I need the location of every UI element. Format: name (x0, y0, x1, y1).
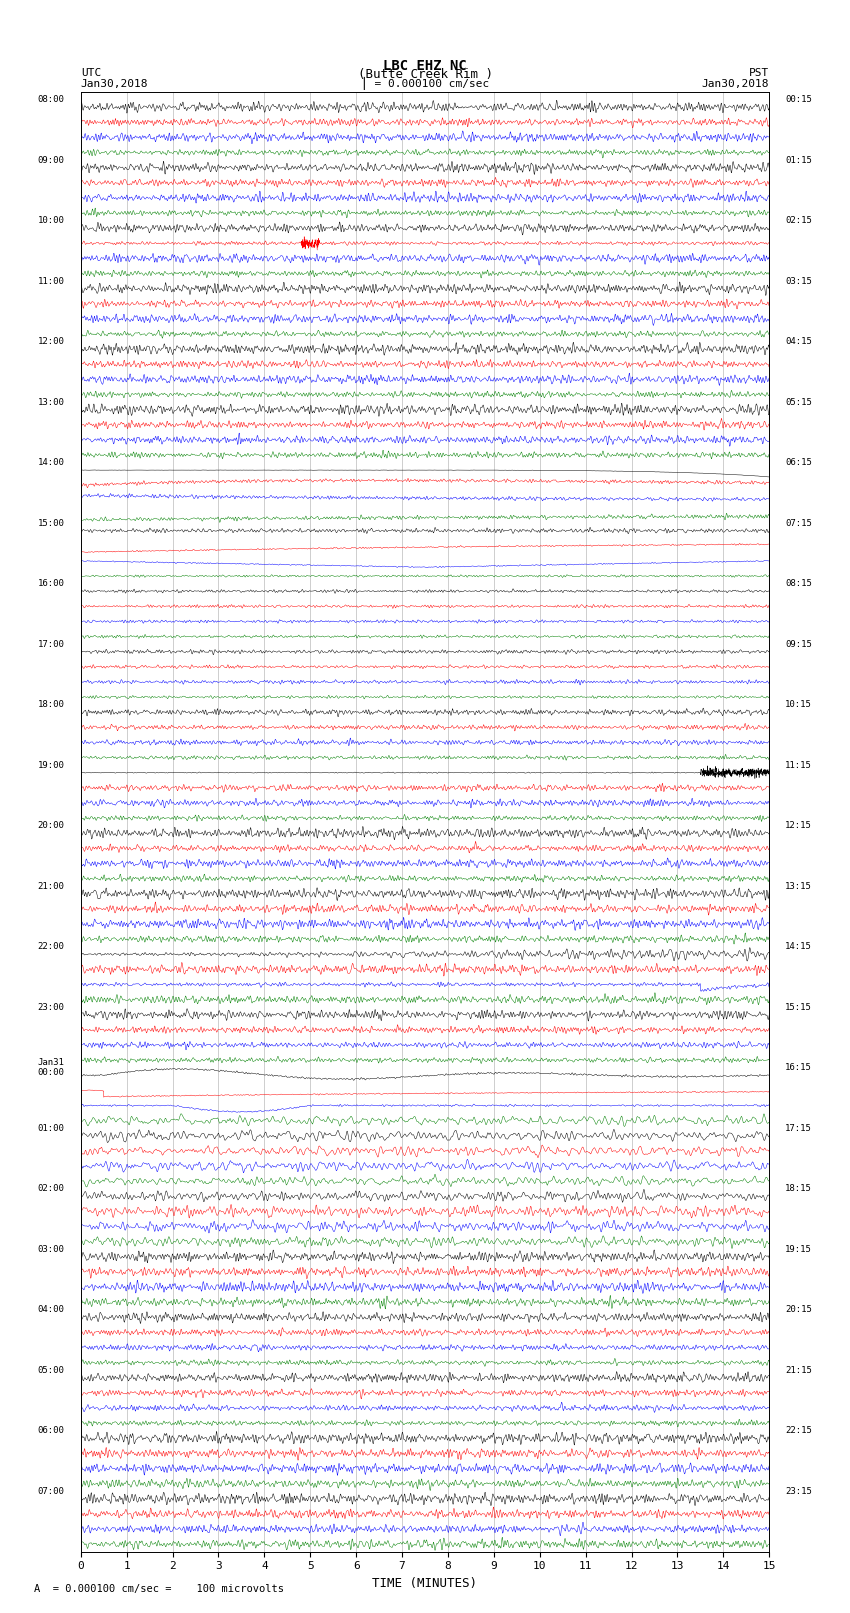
Text: LBC EHZ NC: LBC EHZ NC (383, 60, 467, 73)
Text: 04:00: 04:00 (37, 1305, 65, 1315)
Text: 06:00: 06:00 (37, 1426, 65, 1436)
Text: 18:15: 18:15 (785, 1184, 813, 1194)
Text: 12:00: 12:00 (37, 337, 65, 347)
Text: (Butte Creek Rim ): (Butte Creek Rim ) (358, 68, 492, 82)
Text: 15:15: 15:15 (785, 1003, 813, 1011)
Text: UTC: UTC (81, 68, 101, 77)
Text: Jan30,2018: Jan30,2018 (81, 79, 148, 89)
Text: 01:15: 01:15 (785, 155, 813, 165)
Text: 09:15: 09:15 (785, 640, 813, 648)
Text: Jan31
00:00: Jan31 00:00 (37, 1058, 65, 1077)
Text: 22:15: 22:15 (785, 1426, 813, 1436)
Text: 13:15: 13:15 (785, 882, 813, 890)
Text: 19:00: 19:00 (37, 761, 65, 769)
Text: 10:15: 10:15 (785, 700, 813, 710)
Text: Jan30,2018: Jan30,2018 (702, 79, 769, 89)
Text: 21:15: 21:15 (785, 1366, 813, 1374)
Text: 02:15: 02:15 (785, 216, 813, 226)
Text: 08:15: 08:15 (785, 579, 813, 589)
Text: 17:15: 17:15 (785, 1124, 813, 1132)
Text: 02:00: 02:00 (37, 1184, 65, 1194)
Text: 14:00: 14:00 (37, 458, 65, 468)
Text: A  = 0.000100 cm/sec =    100 microvolts: A = 0.000100 cm/sec = 100 microvolts (34, 1584, 284, 1594)
Text: 05:15: 05:15 (785, 397, 813, 406)
Text: 16:00: 16:00 (37, 579, 65, 589)
Text: 08:00: 08:00 (37, 95, 65, 103)
Text: 16:15: 16:15 (785, 1063, 813, 1073)
Text: 11:00: 11:00 (37, 276, 65, 286)
Text: 07:00: 07:00 (37, 1487, 65, 1495)
Text: 01:00: 01:00 (37, 1124, 65, 1132)
Text: 22:00: 22:00 (37, 942, 65, 952)
Text: 13:00: 13:00 (37, 397, 65, 406)
Text: 05:00: 05:00 (37, 1366, 65, 1374)
Text: 09:00: 09:00 (37, 155, 65, 165)
Text: 07:15: 07:15 (785, 518, 813, 527)
Text: 06:15: 06:15 (785, 458, 813, 468)
Text: 00:15: 00:15 (785, 95, 813, 103)
Text: 18:00: 18:00 (37, 700, 65, 710)
Text: 21:00: 21:00 (37, 882, 65, 890)
Text: 12:15: 12:15 (785, 821, 813, 831)
Text: 11:15: 11:15 (785, 761, 813, 769)
X-axis label: TIME (MINUTES): TIME (MINUTES) (372, 1578, 478, 1590)
Text: 14:15: 14:15 (785, 942, 813, 952)
Text: 19:15: 19:15 (785, 1245, 813, 1253)
Text: 15:00: 15:00 (37, 518, 65, 527)
Text: 23:00: 23:00 (37, 1003, 65, 1011)
Text: 04:15: 04:15 (785, 337, 813, 347)
Text: 03:15: 03:15 (785, 276, 813, 286)
Text: 10:00: 10:00 (37, 216, 65, 226)
Text: 20:15: 20:15 (785, 1305, 813, 1315)
Text: 17:00: 17:00 (37, 640, 65, 648)
Text: PST: PST (749, 68, 769, 77)
Text: 03:00: 03:00 (37, 1245, 65, 1253)
Text: 20:00: 20:00 (37, 821, 65, 831)
Text: 23:15: 23:15 (785, 1487, 813, 1495)
Text: ⎮ = 0.000100 cm/sec: ⎮ = 0.000100 cm/sec (361, 76, 489, 90)
